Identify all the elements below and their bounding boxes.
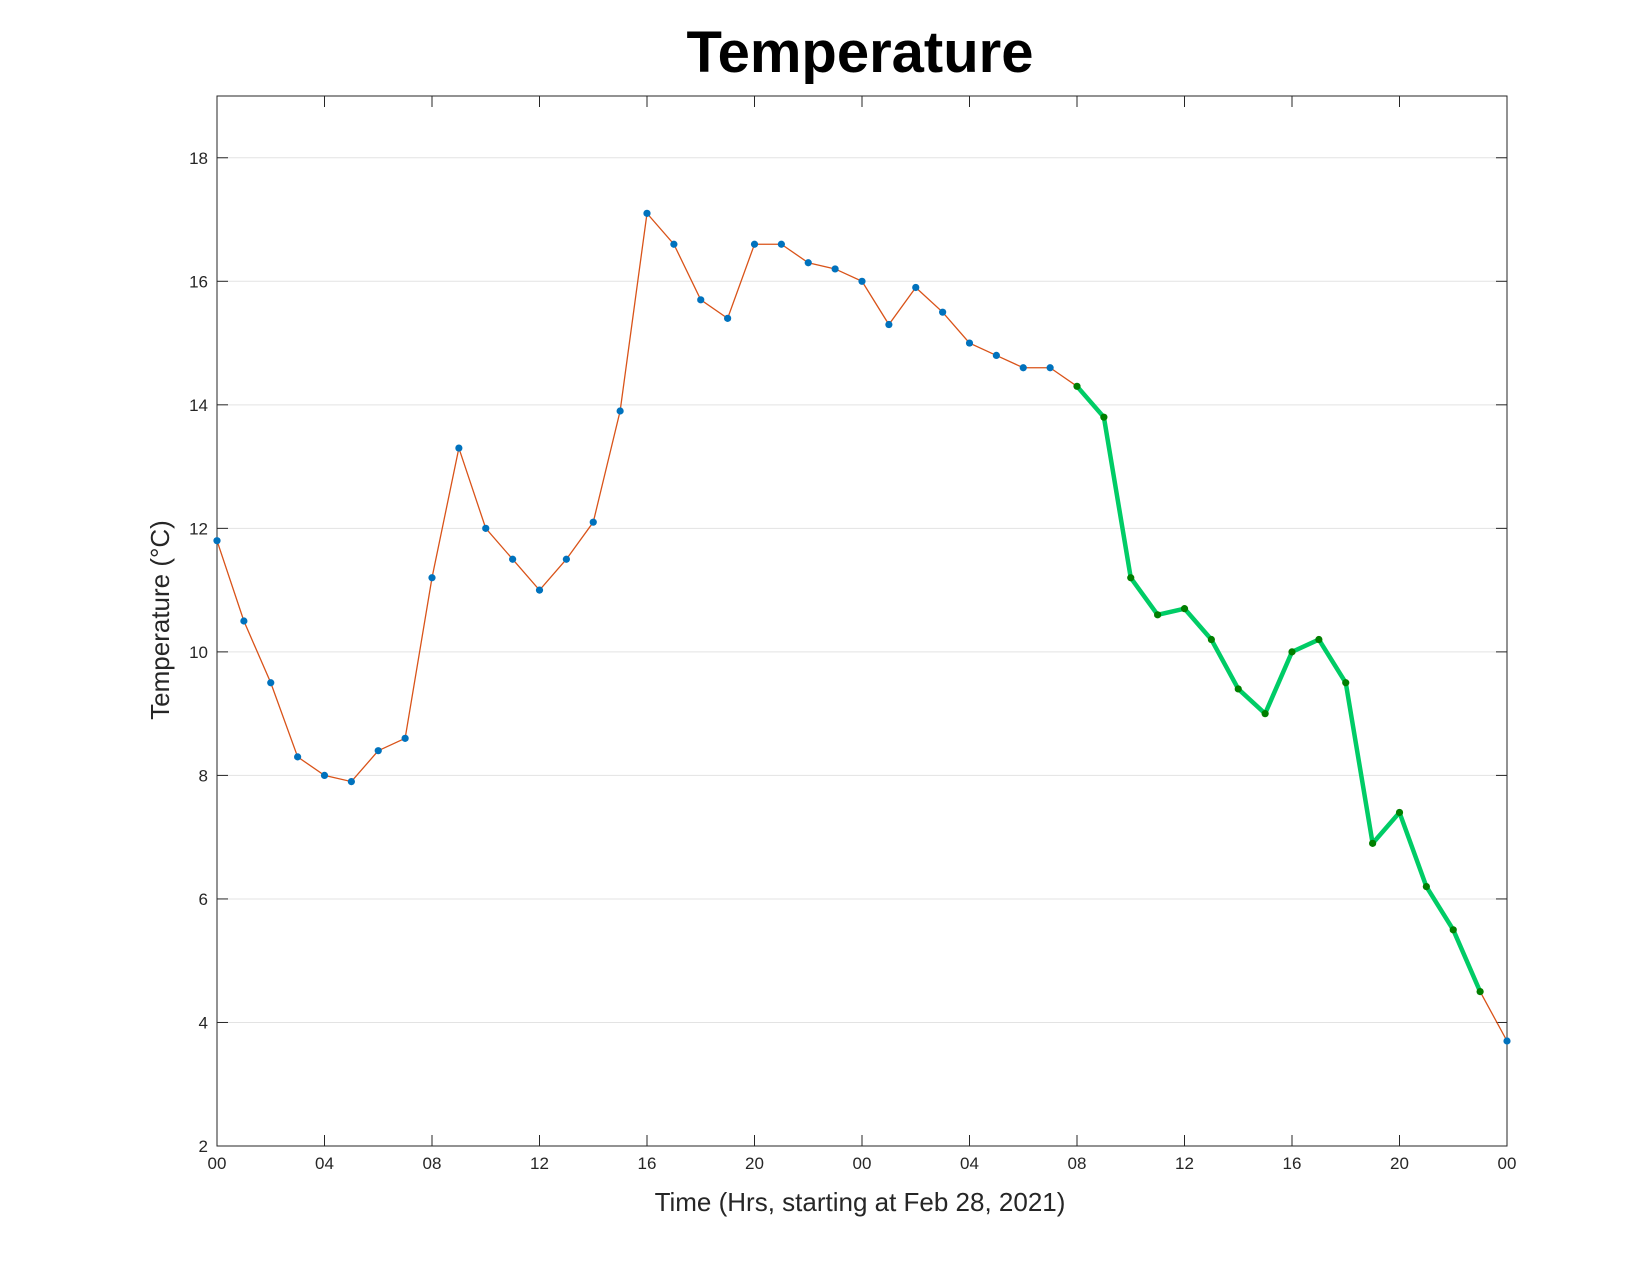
x-tick-label: 04 (315, 1154, 334, 1173)
x-tick-label: 16 (1283, 1154, 1302, 1173)
x-tick-label: 00 (1498, 1154, 1517, 1173)
data-series (213, 209, 1511, 1045)
data-point (992, 351, 1000, 360)
x-tick-label: 16 (638, 1154, 657, 1173)
data-point (724, 314, 732, 322)
highlight-data-point (1100, 413, 1108, 421)
data-point (267, 679, 275, 687)
x-tick-label: 00 (208, 1154, 227, 1173)
highlight-data-point (1261, 710, 1269, 718)
data-point (912, 283, 920, 292)
highlight-data-point (1288, 648, 1296, 656)
data-point (885, 320, 893, 329)
data-point (347, 777, 355, 786)
series-line (216, 211, 1508, 1042)
x-tick-label: 20 (745, 1154, 764, 1173)
y-tick-label: 12 (189, 519, 208, 538)
x-tick-label: 04 (960, 1154, 979, 1173)
y-axis-label: Temperature (°C) (145, 520, 175, 720)
x-tick-label: 00 (853, 1154, 872, 1173)
data-point (294, 753, 302, 761)
data-point (401, 734, 409, 742)
data-point (240, 617, 248, 625)
axis-ticks: 2 4 6 8 10 12 14 16 18 00 04 08 12 16 20 00 04 08 12 16 20 00 (189, 96, 1516, 1173)
x-axis-label: Time (Hrs, starting at Feb 28, 2021) (655, 1187, 1066, 1217)
data-point (589, 518, 597, 526)
data-point (1503, 1037, 1511, 1045)
y-tick-label: 16 (189, 272, 208, 291)
plot-area (216, 95, 1508, 1147)
y-tick-label: 6 (199, 890, 208, 909)
data-point (1046, 364, 1054, 372)
gridlines (217, 157, 1507, 1023)
y-tick-label: 14 (189, 396, 208, 415)
x-tick-label: 08 (1068, 1154, 1087, 1173)
data-point (858, 277, 866, 285)
x-tick-label: 12 (530, 1154, 549, 1173)
highlight-data-point (1315, 635, 1323, 644)
data-point (562, 555, 570, 563)
highlight-data-point (1207, 635, 1215, 644)
chart-title: Temperature (686, 20, 1033, 85)
data-point (670, 240, 678, 248)
y-tick-label: 18 (189, 149, 208, 168)
highlight-line (1075, 384, 1483, 993)
data-point (616, 407, 624, 415)
highlight-data-point (1422, 882, 1430, 891)
data-point (831, 265, 839, 273)
data-point (643, 209, 651, 217)
data-point (804, 259, 812, 267)
highlight-data-point (1369, 839, 1377, 847)
data-point (1019, 364, 1027, 372)
data-point (535, 586, 544, 594)
data-point (509, 555, 517, 563)
data-point (213, 537, 221, 545)
y-tick-label: 2 (199, 1137, 208, 1156)
highlight-data-point (1449, 926, 1457, 934)
highlight-data-point (1127, 574, 1135, 582)
y-tick-label: 8 (199, 766, 208, 785)
y-tick-label: 4 (199, 1013, 208, 1032)
data-point (697, 296, 705, 304)
data-point (750, 240, 759, 248)
data-point (374, 747, 382, 755)
data-point (455, 444, 463, 452)
x-tick-label: 08 (423, 1154, 442, 1173)
data-point (428, 574, 436, 582)
x-tick-label: 20 (1390, 1154, 1409, 1173)
highlight-data-point (1476, 987, 1484, 996)
highlight-data-point (1180, 605, 1189, 613)
x-tick-label: 12 (1175, 1154, 1194, 1173)
data-point (965, 339, 974, 347)
data-point (939, 308, 947, 316)
data-point (777, 240, 785, 248)
highlight-data-point (1154, 611, 1162, 619)
data-point (482, 524, 490, 532)
highlight-data-point (1073, 382, 1081, 390)
highlight-data-point (1395, 808, 1404, 817)
highlight-data-point (1234, 685, 1242, 693)
highlight-data-point (1342, 679, 1350, 687)
y-tick-label: 10 (189, 643, 208, 662)
data-point (320, 771, 329, 780)
